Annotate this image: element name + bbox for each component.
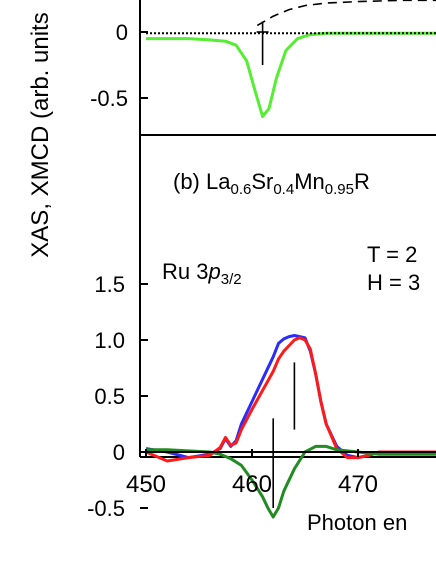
y-axis-label: XAS, XMCD (arb. units <box>27 12 54 257</box>
series-b-blue <box>145 334 436 460</box>
y-tick-label-a-0: 0 <box>116 20 128 45</box>
series-a-green_top <box>146 31 436 118</box>
x-tick-label-2: 470 <box>338 471 378 498</box>
x-tick-label-1: 460 <box>232 471 272 498</box>
field-label: H = 3 <box>367 270 420 295</box>
x-tick-label-0: 450 <box>126 471 166 498</box>
y-tick-label-b-2: 0.5 <box>94 384 125 409</box>
y-tick-label-a-1: -0.5 <box>90 86 128 111</box>
series-b-green_bottom <box>146 444 436 519</box>
panel-b-title: (b) La0.6Sr0.4Mn0.95R <box>173 169 370 198</box>
x-axis-label: Photon en <box>307 510 407 535</box>
series-a-dashed <box>256 0 436 27</box>
temperature-label: T = 2 <box>367 242 417 267</box>
y-tick-label-b-4: 1.5 <box>94 272 125 297</box>
panel-a: 0 -0.5 <box>90 0 436 118</box>
edge-label: Ru 3p3/2 <box>162 259 242 288</box>
panel-b: (b) La0.6Sr0.4Mn0.95R Ru 3p3/2 T = 2 H =… <box>87 169 436 521</box>
y-tick-label-b-3: 1.0 <box>94 328 125 353</box>
y-tick-label-b-1: 0 <box>113 440 125 465</box>
series-b-red <box>145 336 436 463</box>
x-axis: 450 460 470 <box>126 449 378 498</box>
y-tick-label-b-0: -0.5 <box>87 496 125 521</box>
